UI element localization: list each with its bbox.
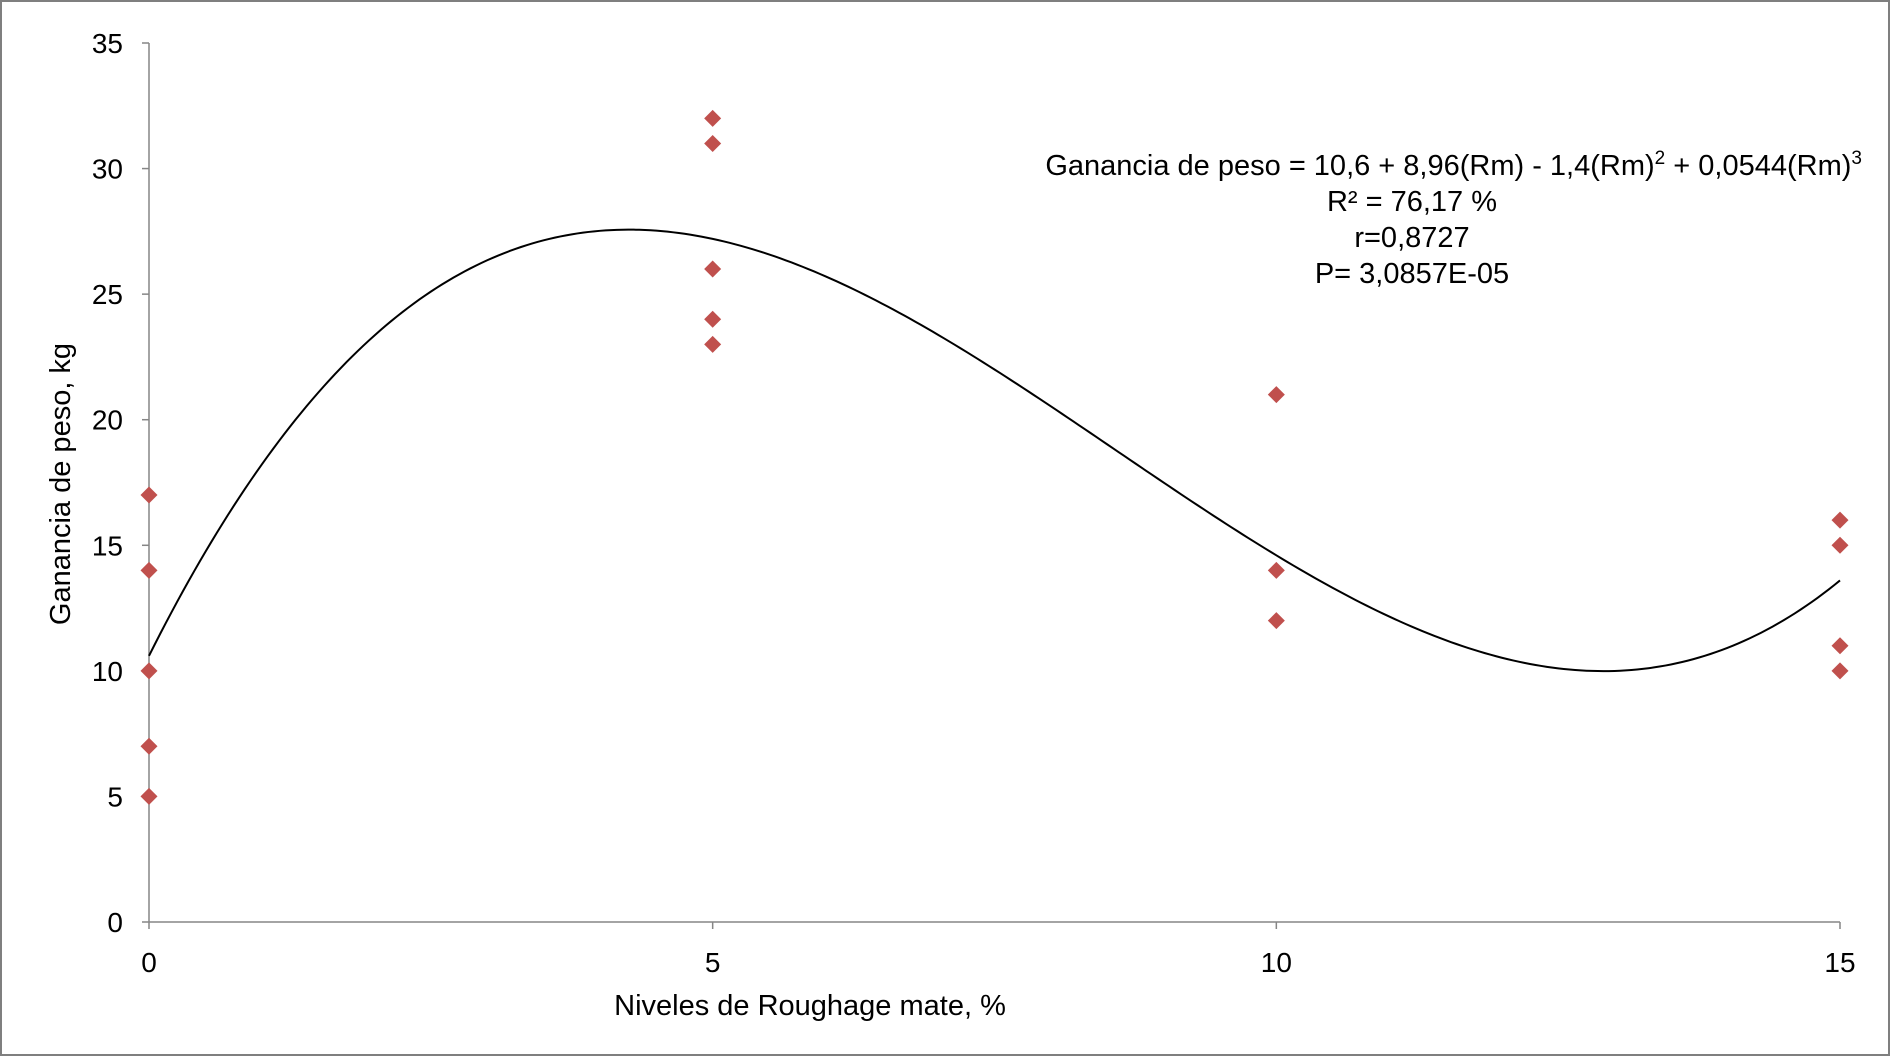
data-point-marker	[1831, 511, 1849, 529]
data-point-marker	[1267, 561, 1285, 579]
data-point-marker	[1267, 386, 1285, 404]
data-point-marker	[140, 662, 158, 680]
equation-middle: + 0,0544(Rm)	[1665, 150, 1851, 182]
data-point-marker	[704, 335, 722, 353]
y-tick-label: 20	[92, 405, 123, 436]
data-point-marker	[1831, 662, 1849, 680]
x-tick-label: 10	[1261, 947, 1292, 978]
x-axis-title: Niveles de Roughage mate, %	[614, 990, 1006, 1022]
y-tick-label: 15	[92, 530, 123, 561]
y-tick-label: 30	[92, 154, 123, 185]
y-tick-label: 10	[92, 656, 123, 687]
trendline-annotation: Ganancia de peso = 10,6 + 8,96(Rm) - 1,4…	[1045, 148, 1862, 290]
y-tick-label: 25	[92, 279, 123, 310]
data-point-marker	[1267, 612, 1285, 630]
data-point-marker	[704, 260, 722, 278]
x-tick-label: 5	[705, 947, 721, 978]
p-value-label: P= 3,0857E-05	[1315, 258, 1509, 290]
data-point-marker	[704, 310, 722, 328]
y-tick-label: 5	[107, 781, 123, 812]
equation-prefix: Ganancia de peso = 10,6 + 8,96(Rm) - 1,4…	[1045, 150, 1654, 182]
equation-exponent-3: 3	[1851, 148, 1862, 169]
trendline-group	[148, 228, 1841, 673]
data-point-marker	[1831, 536, 1849, 554]
y-tick-label: 35	[92, 28, 123, 59]
data-point-marker	[140, 737, 158, 755]
y-axis-title: Ganancia de peso, kg	[45, 343, 77, 625]
data-point-marker	[140, 561, 158, 579]
data-point-marker	[1831, 637, 1849, 655]
r-label: r=0,8727	[1354, 222, 1469, 254]
y-axis: 0 5 10 15 20 25 30 35	[92, 28, 150, 938]
x-axis: 0 5 10 15	[141, 921, 1856, 978]
data-points	[140, 109, 1849, 805]
equation-label: Ganancia de peso = 10,6 + 8,96(Rm) - 1,4…	[1045, 148, 1862, 182]
x-tick-label: 15	[1824, 947, 1855, 978]
y-tick-label: 0	[107, 907, 123, 938]
x-tick-label: 0	[141, 947, 157, 978]
polynomial-trendline	[148, 228, 1841, 673]
data-point-marker	[140, 486, 158, 504]
data-point-marker	[140, 787, 158, 805]
equation-exponent-2: 2	[1655, 148, 1666, 169]
r-squared-label: R² = 76,17 %	[1327, 186, 1497, 218]
data-point-marker	[704, 134, 722, 152]
data-point-marker	[704, 109, 722, 127]
